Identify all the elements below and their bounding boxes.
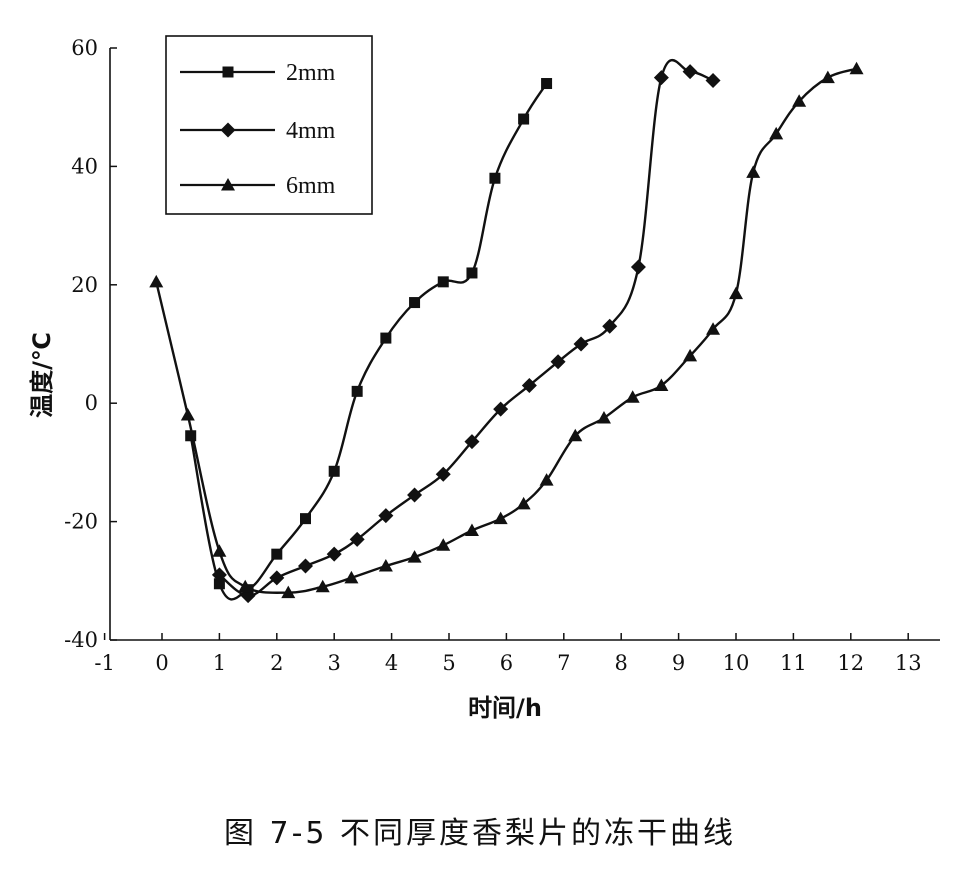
data-point-6mm: [212, 544, 227, 557]
data-point-2mm: [213, 578, 225, 590]
data-point-6mm: [180, 408, 195, 421]
data-point-4mm: [464, 434, 480, 450]
x-tick-label: 1: [213, 651, 226, 675]
legend-marker-6mm: [221, 178, 235, 191]
data-point-4mm: [211, 567, 227, 583]
y-tick-label: 60: [71, 36, 98, 60]
figure-caption: 图 7-5 不同厚度香梨片的冻干曲线: [223, 816, 737, 851]
y-tick-label: 40: [71, 154, 98, 178]
data-point-6mm: [516, 496, 531, 510]
legend-box: [165, 35, 373, 215]
x-tick-label: 11: [780, 651, 807, 675]
data-point-6mm: [769, 126, 784, 140]
data-point-2mm: [185, 430, 197, 442]
data-point-6mm: [568, 428, 583, 442]
data-point-6mm: [729, 286, 743, 300]
legend-marker-4mm: [220, 122, 236, 138]
x-tick-label: 0: [155, 651, 168, 675]
data-point-4mm: [705, 73, 721, 89]
x-tick-label: 3: [328, 651, 341, 675]
data-point-2mm: [271, 548, 283, 560]
legend-marker-2mm: [222, 66, 234, 78]
data-point-4mm: [493, 401, 509, 417]
data-point-2mm: [328, 465, 340, 477]
data-point-6mm: [493, 511, 508, 525]
data-point-4mm: [602, 318, 618, 334]
series-6mm: [149, 61, 864, 599]
x-tick-label: 6: [500, 651, 513, 675]
data-point-6mm: [281, 585, 296, 599]
data-point-4mm: [326, 546, 342, 562]
data-point-4mm: [435, 466, 451, 482]
data-point-2mm: [351, 385, 363, 397]
data-point-4mm: [653, 70, 669, 86]
data-point-6mm: [407, 550, 422, 563]
data-point-2mm: [541, 78, 553, 90]
data-point-2mm: [518, 113, 530, 125]
y-axis-label: 温度/℃: [28, 332, 56, 418]
series-4mm: [211, 59, 721, 604]
data-point-6mm: [792, 94, 807, 107]
data-point-6mm: [238, 579, 253, 593]
data-point-2mm: [437, 276, 449, 288]
data-point-6mm: [706, 322, 721, 335]
y-tick-label: -20: [64, 510, 98, 534]
data-point-6mm: [820, 70, 835, 84]
data-point-4mm: [378, 508, 394, 524]
legend-label-6mm: 6mm: [286, 173, 336, 199]
legend: 2mm 4mm 6mm: [165, 35, 373, 215]
data-point-2mm: [489, 172, 501, 184]
data-point-6mm: [849, 61, 864, 75]
data-point-6mm: [315, 579, 330, 593]
x-tick-label: 8: [615, 651, 628, 675]
x-tick-label: 12: [837, 651, 864, 675]
data-point-6mm: [596, 411, 611, 424]
data-point-6mm: [539, 473, 554, 486]
data-point-4mm: [521, 377, 537, 393]
data-point-4mm: [550, 354, 566, 370]
x-tick-label: 5: [442, 651, 455, 675]
x-tick-label: 10: [723, 651, 750, 675]
data-point-6mm: [654, 378, 669, 391]
series-line-6mm: [155, 67, 857, 594]
data-point-6mm: [344, 570, 359, 584]
x-tick-label: 9: [672, 651, 685, 675]
x-tick-label: 4: [385, 651, 398, 675]
data-point-4mm: [269, 570, 285, 586]
legend-label-2mm: 2mm: [286, 60, 336, 86]
data-point-2mm: [409, 297, 421, 309]
y-tick-label: -40: [64, 628, 98, 652]
data-point-2mm: [466, 267, 478, 279]
data-point-4mm: [349, 531, 365, 547]
data-point-4mm: [407, 487, 423, 503]
x-axis-label: 时间/h: [468, 694, 542, 722]
data-point-2mm: [380, 332, 392, 344]
data-point-6mm: [436, 538, 451, 551]
data-point-6mm: [683, 348, 698, 362]
x-tick-label: 13: [895, 651, 922, 675]
data-point-6mm: [464, 523, 479, 536]
series-group: [149, 59, 864, 604]
data-point-4mm: [630, 259, 646, 275]
legend-label-4mm: 4mm: [286, 118, 336, 144]
data-point-2mm: [300, 513, 311, 525]
x-tick-label: 7: [557, 651, 570, 675]
x-tick-label: 2: [270, 651, 283, 675]
data-point-6mm: [746, 165, 761, 178]
data-point-4mm: [573, 336, 589, 352]
axes: [109, 48, 940, 641]
data-point-6mm: [378, 559, 393, 572]
y-tick-label: 20: [71, 273, 98, 297]
data-point-4mm: [298, 558, 313, 574]
y-tick-label: 0: [85, 391, 98, 415]
x-tick-label: -1: [94, 651, 114, 675]
data-point-6mm: [149, 274, 164, 288]
data-point-6mm: [625, 390, 640, 403]
data-point-4mm: [682, 64, 698, 80]
